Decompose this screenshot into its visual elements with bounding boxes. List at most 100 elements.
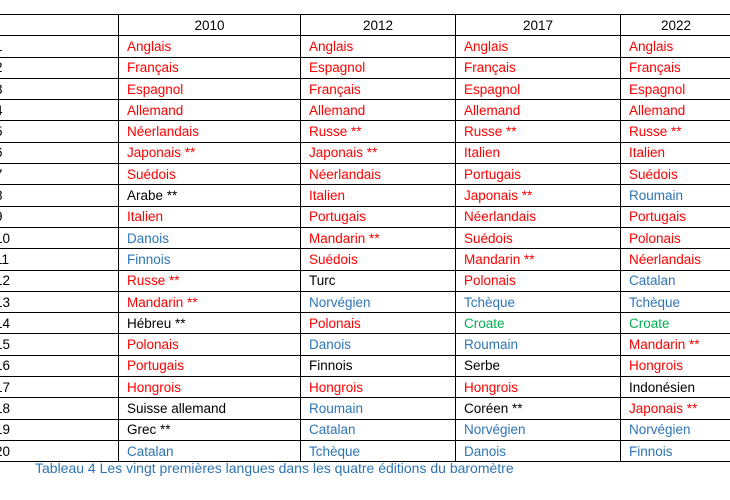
language-cell: Français (300, 77, 456, 101)
rank-cell: 2 (0, 56, 119, 79)
rank-cell: 5 (0, 120, 119, 143)
language-cell: Russe ** (118, 269, 301, 292)
language-cell: Japonais ** (118, 141, 301, 165)
language-cell: Espagnol (455, 77, 621, 101)
language-cell: Finnois (620, 439, 730, 463)
language-cell: Allemand (455, 99, 621, 122)
language-cell: Néerlandais (300, 163, 456, 186)
language-cell: Français (620, 56, 730, 79)
language-cell: Néerlandais (118, 120, 301, 143)
language-cell: Espagnol (300, 56, 456, 79)
language-cell: Polonais (455, 269, 621, 292)
language-cell: Catalan (620, 269, 730, 292)
language-cell: Hongrois (455, 376, 621, 399)
rank-cell: 9 (0, 205, 119, 228)
language-cell: Suisse allemand (118, 397, 301, 420)
language-cell: Mandarin ** (300, 226, 456, 250)
language-cell: Portugais (455, 163, 621, 186)
language-cell: Finnois (300, 354, 456, 378)
language-cell: Suédois (455, 226, 621, 250)
language-cell: Catalan (118, 439, 301, 463)
rank-cell: 1 (0, 35, 119, 58)
language-cell: Grec ** (118, 418, 301, 441)
language-cell: Danois (300, 333, 456, 356)
language-cell: Mandarin ** (118, 290, 301, 314)
table-body: 1AnglaisAnglaisAnglaisAnglais2FrançaisEs… (0, 35, 730, 463)
rank-cell: 14 (0, 312, 119, 335)
rank-cell: 7 (0, 163, 119, 186)
language-cell: Néerlandais (620, 248, 730, 271)
language-cell: Hébreu ** (118, 312, 301, 335)
language-cell: Suédois (118, 163, 301, 186)
rank-cell: 10 (0, 226, 119, 250)
language-cell: Roumain (620, 184, 730, 207)
table-row: 4AllemandAllemandAllemandAllemand (0, 99, 730, 122)
language-cell: Indonésien (620, 376, 730, 399)
language-cell: Suédois (300, 248, 456, 271)
language-cell: Allemand (300, 99, 456, 122)
language-cell: Espagnol (118, 77, 301, 101)
language-cell: Italien (620, 141, 730, 165)
language-cell: Hongrois (620, 354, 730, 378)
language-cell: Polonais (300, 312, 456, 335)
language-cell: Russe ** (300, 120, 456, 143)
language-cell: Anglais (620, 35, 730, 58)
table-row: 3EspagnolFrançaisEspagnolEspagnol (0, 77, 730, 101)
language-cell: Norvégien (620, 418, 730, 441)
language-cell: Hongrois (300, 376, 456, 399)
language-cell: Portugais (118, 354, 301, 378)
rank-cell: 6 (0, 141, 119, 165)
language-cell: Danois (118, 226, 301, 250)
header-cell: 2010 (118, 13, 301, 37)
header-cell (0, 13, 119, 37)
language-cell: Mandarin ** (455, 248, 621, 271)
language-cell: Polonais (118, 333, 301, 356)
table-row: 15PolonaisDanoisRoumainMandarin ** (0, 333, 730, 356)
language-cell: Japonais ** (300, 141, 456, 165)
language-cell: Norvégien (300, 290, 456, 314)
language-cell: Finnois (118, 248, 301, 271)
language-cell: Japonais ** (455, 184, 621, 207)
language-cell: Arabe ** (118, 184, 301, 207)
language-cell: Norvégien (455, 418, 621, 441)
language-cell: Néerlandais (455, 205, 621, 228)
rank-cell: 17 (0, 376, 119, 399)
language-cell: Français (455, 56, 621, 79)
language-cell: Polonais (620, 226, 730, 250)
language-cell: Coréen ** (455, 397, 621, 420)
rank-cell: 8 (0, 184, 119, 207)
language-cell: Croate (620, 312, 730, 335)
header-cell: 2012 (300, 13, 456, 37)
rank-cell: 13 (0, 290, 119, 314)
language-cell: Français (118, 56, 301, 79)
language-cell: Portugais (620, 205, 730, 228)
rank-cell: 15 (0, 333, 119, 356)
header-cell: 2022 (620, 13, 730, 37)
language-cell: Anglais (455, 35, 621, 58)
language-cell: Danois (455, 439, 621, 463)
language-cell: Serbe (455, 354, 621, 378)
rank-cell: 4 (0, 99, 119, 122)
rank-cell: 3 (0, 77, 119, 101)
language-cell: Russe ** (620, 120, 730, 143)
language-cell: Italien (118, 205, 301, 228)
table-row: 5NéerlandaisRusse **Russe **Russe ** (0, 120, 730, 143)
table-row: 16PortugaisFinnoisSerbeHongrois (0, 354, 730, 378)
table-row: 11FinnoisSuédoisMandarin **Néerlandais (0, 248, 730, 271)
table-row: 9ItalienPortugaisNéerlandaisPortugais (0, 205, 730, 228)
rank-cell: 19 (0, 418, 119, 441)
language-cell: Russe ** (455, 120, 621, 143)
language-cell: Mandarin ** (620, 333, 730, 356)
language-cell: Roumain (300, 397, 456, 420)
rank-cell: 11 (0, 248, 119, 271)
language-cell: Croate (455, 312, 621, 335)
language-cell: Roumain (455, 333, 621, 356)
